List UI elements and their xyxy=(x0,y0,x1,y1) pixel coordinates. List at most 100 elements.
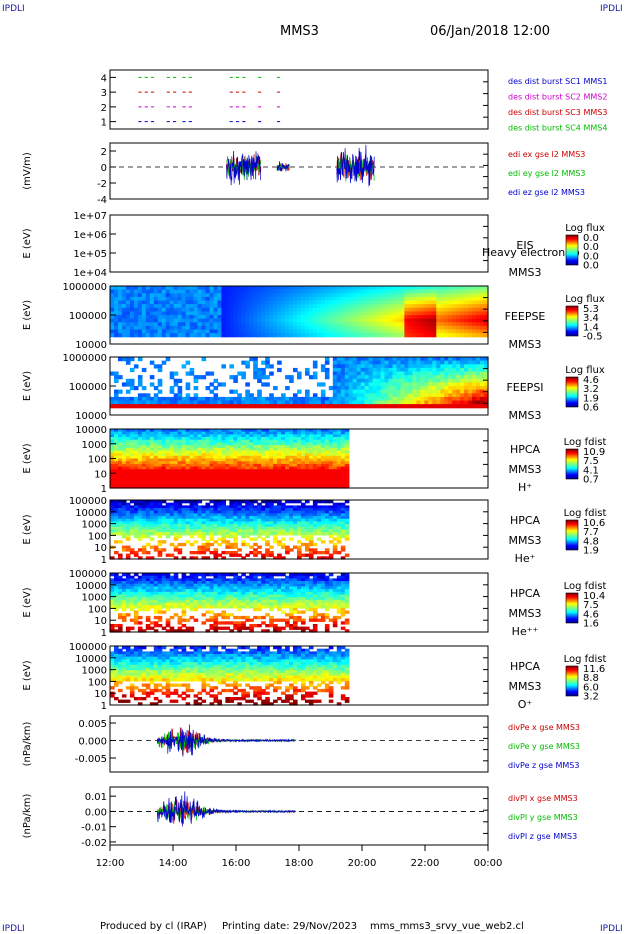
spectrogram-cell xyxy=(133,442,139,446)
spectrogram-cell xyxy=(277,466,282,470)
hpca_h-side-label: MMS3 xyxy=(509,463,542,476)
spectrogram-cell xyxy=(424,289,429,294)
spectrogram-cell xyxy=(396,315,402,320)
spectrogram-cell xyxy=(225,466,230,470)
spectrogram-cell xyxy=(225,315,230,320)
spectrogram-cell xyxy=(129,307,135,312)
spectrogram-cell xyxy=(360,286,366,291)
spectrogram-cell xyxy=(169,439,175,443)
spectrogram-cell xyxy=(305,480,310,484)
spectrogram-cell xyxy=(428,378,433,383)
spectrogram-cell xyxy=(145,300,151,305)
spectrogram-cell xyxy=(328,540,334,544)
spectrogram-cell xyxy=(169,477,175,481)
spectrogram-cell xyxy=(233,396,238,402)
spectrogram-cell xyxy=(137,455,143,460)
spectrogram-cell xyxy=(348,389,354,394)
spectrogram-cell xyxy=(173,434,179,438)
spectrogram-cell xyxy=(249,469,254,473)
spectrogram-cell xyxy=(464,325,469,331)
spectrogram-cell xyxy=(189,450,195,454)
spectrogram-cell xyxy=(336,371,342,376)
spectrogram-cell xyxy=(165,333,171,338)
spectrogram-cell xyxy=(177,434,183,438)
spectrogram-cell xyxy=(277,482,282,486)
spectrogram-cell xyxy=(125,300,131,305)
spectrogram-cell xyxy=(261,333,266,338)
spectrogram-cell xyxy=(225,442,230,446)
spectrogram-cell xyxy=(221,293,226,298)
spectrogram-cell xyxy=(460,333,465,338)
spectrogram-cell xyxy=(153,300,159,305)
spectrogram-cell xyxy=(336,400,342,405)
feepsi-spectrogram xyxy=(110,357,489,409)
spectrogram-cell xyxy=(293,485,298,489)
spectrogram-cell xyxy=(348,404,354,409)
spectrogram-cell xyxy=(213,329,219,334)
spectrogram-cell xyxy=(308,300,314,305)
spectrogram-cell xyxy=(277,400,282,405)
spectrogram-cell xyxy=(217,293,222,298)
spectrogram-cell xyxy=(173,455,179,460)
spectrogram-cell xyxy=(157,453,163,457)
spectrogram-cell xyxy=(145,286,151,291)
spectrogram-cell xyxy=(245,434,250,438)
spectrogram-cell xyxy=(468,367,473,373)
spectrogram-cell xyxy=(464,396,469,402)
spectrogram-cell xyxy=(133,431,139,435)
spectrogram-cell xyxy=(157,480,163,484)
spectrogram-cell xyxy=(440,329,445,334)
spectrogram-cell xyxy=(265,542,270,547)
spectrogram-cell xyxy=(209,450,215,454)
spectrogram-cell xyxy=(476,364,481,369)
spectrogram-cell xyxy=(149,318,155,323)
spectrogram-cell xyxy=(380,322,386,327)
spectrogram-cell xyxy=(269,307,274,312)
spectrogram-cell xyxy=(133,386,139,391)
spectrogram-cell xyxy=(480,325,485,331)
spectrogram-cell xyxy=(249,300,254,305)
spectrogram-cell xyxy=(221,364,226,369)
spectrogram-cell xyxy=(372,404,378,409)
spectrogram-cell xyxy=(233,307,238,312)
spectrogram-cell xyxy=(484,400,489,405)
spectrogram-cell xyxy=(480,375,485,380)
spectrogram-cell xyxy=(476,300,481,305)
spectrogram-cell xyxy=(161,286,167,291)
spectrogram-cell xyxy=(372,378,378,383)
spectrogram-cell xyxy=(328,329,334,334)
spectrogram-cell xyxy=(161,442,167,446)
spectrogram-cell xyxy=(209,445,215,449)
spectrogram-cell xyxy=(121,618,127,622)
spectrogram-cell xyxy=(340,461,346,465)
spectrogram-cell xyxy=(114,300,119,305)
spectrogram-cell xyxy=(344,367,350,373)
spectrogram-cell xyxy=(424,304,429,309)
spectrogram-cell xyxy=(114,396,119,402)
spectrogram-cell xyxy=(404,389,409,394)
spectrogram-cell xyxy=(388,367,394,373)
spectrogram-cell xyxy=(233,474,238,478)
spectrogram-cell xyxy=(356,286,362,291)
spectrogram-cell xyxy=(141,315,147,320)
spectrogram-cell xyxy=(412,296,417,302)
spectrogram-cell xyxy=(221,307,226,312)
spectrogram-cell xyxy=(129,461,135,465)
spectrogram-cell xyxy=(197,474,203,478)
spectrogram-cell xyxy=(340,485,346,489)
spectrogram-cell xyxy=(129,480,135,484)
spectrogram-cell xyxy=(257,289,262,294)
spectrogram-cell xyxy=(316,400,322,405)
spectrogram-cell xyxy=(308,471,314,476)
spectrogram-cell xyxy=(173,315,179,320)
spectrogram-cell xyxy=(129,466,135,470)
spectrogram-cell xyxy=(364,333,370,338)
spectrogram-cell xyxy=(153,431,159,435)
spectrogram-cell xyxy=(297,396,302,402)
spectrogram-cell xyxy=(348,289,354,294)
y-tick-label: -4 xyxy=(97,195,107,206)
spectrogram-cell xyxy=(380,400,386,405)
spectrogram-cell xyxy=(201,400,207,405)
spectrogram-cell xyxy=(217,431,222,435)
spectrogram-cell xyxy=(217,480,222,484)
